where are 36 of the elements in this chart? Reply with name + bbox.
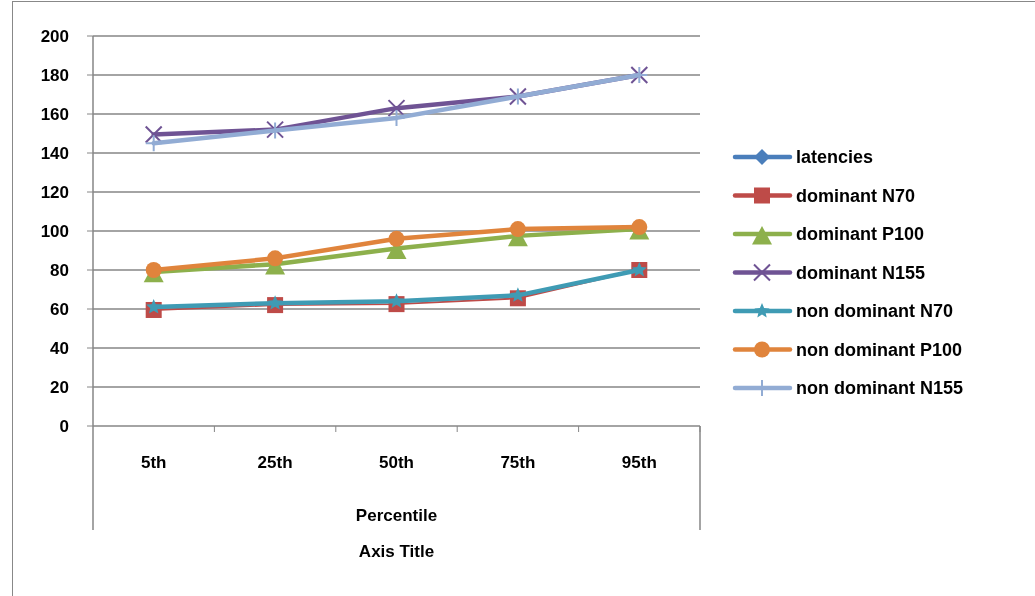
point [144, 134, 163, 153]
x-tick-label: 50th [379, 453, 414, 472]
legend-label: dominant P100 [796, 224, 925, 245]
point [145, 262, 162, 278]
y-tick-label: 40 [50, 338, 69, 358]
legend-label: non dominant P100 [796, 339, 963, 360]
y-tick-label: 120 [40, 182, 69, 202]
y-tick-label: 80 [50, 260, 69, 280]
point [144, 125, 163, 144]
x-tick-label: 5th [140, 453, 167, 472]
point [388, 230, 405, 247]
x-axis-title: Axis Title [358, 542, 435, 561]
point [509, 221, 526, 238]
y-tick-label: 160 [40, 104, 69, 124]
y-tick-label: 0 [59, 416, 69, 436]
point [267, 250, 284, 267]
point [388, 293, 405, 308]
point [387, 99, 406, 118]
point [267, 295, 283, 310]
y-tick-label: 200 [40, 26, 69, 46]
x-tick-label: 75th [500, 453, 536, 472]
text: Percentile [355, 506, 438, 525]
point [146, 299, 162, 314]
point [631, 219, 648, 236]
y-tick-label: 140 [40, 143, 69, 163]
legend-label: dominant N155 [796, 262, 926, 283]
y-tick-label: 100 [40, 221, 69, 241]
y-tick-label: 60 [50, 299, 69, 319]
y-tick-label: 180 [40, 65, 69, 85]
x-tick-label: 25th [257, 453, 293, 472]
legend-label: non dominant N155 [796, 378, 964, 399]
legend-label: dominant N70 [796, 185, 916, 206]
x-tick-label: 95th [621, 453, 657, 472]
legend-label: latencies [796, 147, 874, 168]
legend-label: non dominant N70 [796, 301, 953, 322]
y-tick-label: 20 [50, 377, 69, 397]
